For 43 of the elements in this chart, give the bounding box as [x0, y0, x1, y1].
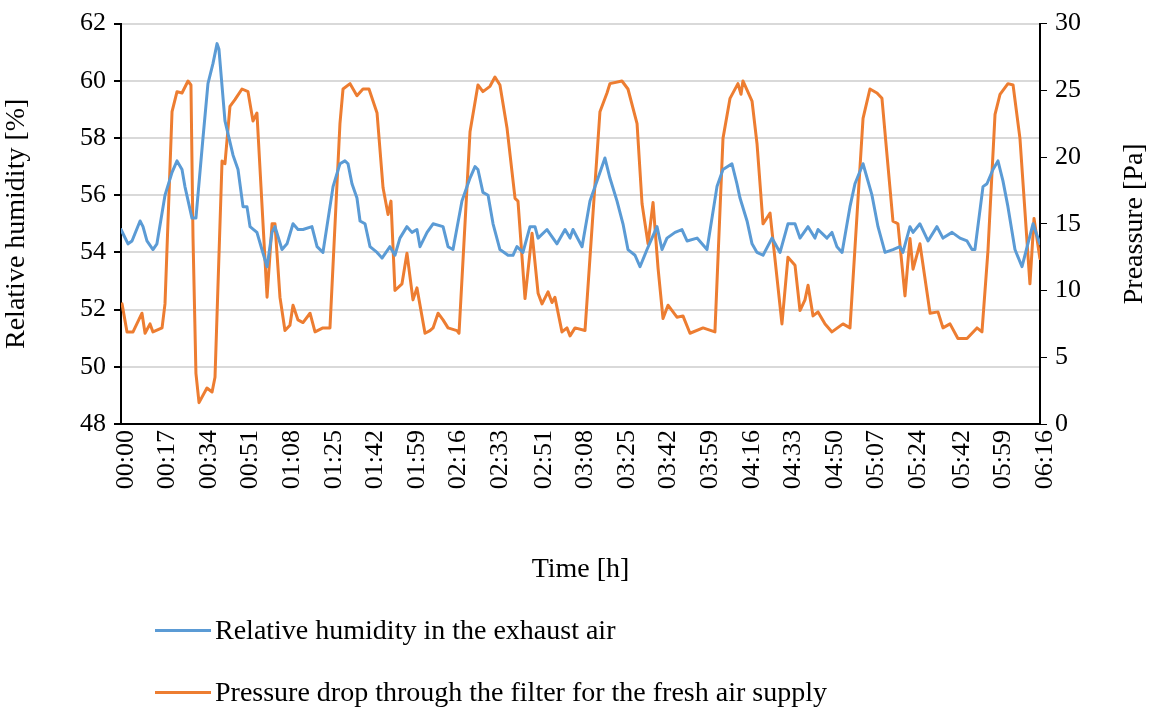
y-axis-title: Relative humidity [%]: [0, 98, 31, 349]
x-tick-label: 01:08: [276, 430, 306, 490]
y2-axis-title: Preassure [Pa]: [1117, 143, 1149, 305]
legend-label: Relative humidity in the exhaust air: [215, 614, 616, 646]
x-tick-label: 05:42: [945, 430, 975, 490]
x-tick-label: 01:42: [359, 430, 389, 490]
x-tick-label: 04:33: [777, 430, 807, 490]
x-tick-label: 00:34: [192, 430, 222, 490]
y-tick-label: 56: [80, 179, 106, 209]
y-tick-label: 50: [80, 350, 106, 380]
x-tick-label: 03:42: [652, 430, 682, 490]
x-tick-label: 06:16: [1028, 430, 1058, 490]
x-tick-label: 00:00: [109, 430, 139, 490]
y2-tick-label: 30: [1055, 7, 1081, 37]
y-tick-label: 62: [80, 7, 106, 37]
x-tick-label: 02:51: [527, 430, 557, 490]
x-tick-label: 05:07: [860, 430, 890, 490]
y2-tick-label: 15: [1055, 207, 1081, 237]
y2-tick-label: 25: [1055, 74, 1081, 104]
x-tick-label: 05:24: [901, 430, 931, 490]
y-tick-label: 48: [80, 407, 106, 437]
x-tick-label: 05:59: [987, 430, 1017, 490]
x-axis-title: Time [h]: [531, 551, 630, 583]
x-tick-label: 04:50: [818, 430, 848, 490]
x-tick-label: 03:08: [569, 430, 599, 490]
y2-tick-label: 10: [1055, 274, 1081, 304]
x-tick-label: 03:59: [693, 430, 723, 490]
legend-label: Pressure drop through the filter for the fresh air supply: [215, 676, 827, 708]
y-tick-label: 52: [80, 293, 106, 323]
x-tick-label: 01:25: [317, 430, 347, 490]
x-tick-label: 00:17: [151, 430, 181, 490]
y2-tick-label: 0: [1055, 407, 1068, 437]
x-tick-label: 02:33: [483, 430, 513, 490]
y-tick-label: 54: [80, 236, 106, 266]
x-tick-label: 01:59: [400, 430, 430, 490]
y2-tick-label: 5: [1055, 341, 1068, 371]
y-tick-label: 60: [80, 64, 106, 94]
x-tick-label: 02:16: [442, 430, 472, 490]
x-tick-label: 03:25: [610, 430, 640, 490]
y2-tick-label: 20: [1055, 140, 1081, 170]
y-tick-label: 58: [80, 121, 106, 151]
x-tick-label: 00:51: [234, 430, 264, 490]
x-tick-label: 04:16: [735, 430, 765, 490]
